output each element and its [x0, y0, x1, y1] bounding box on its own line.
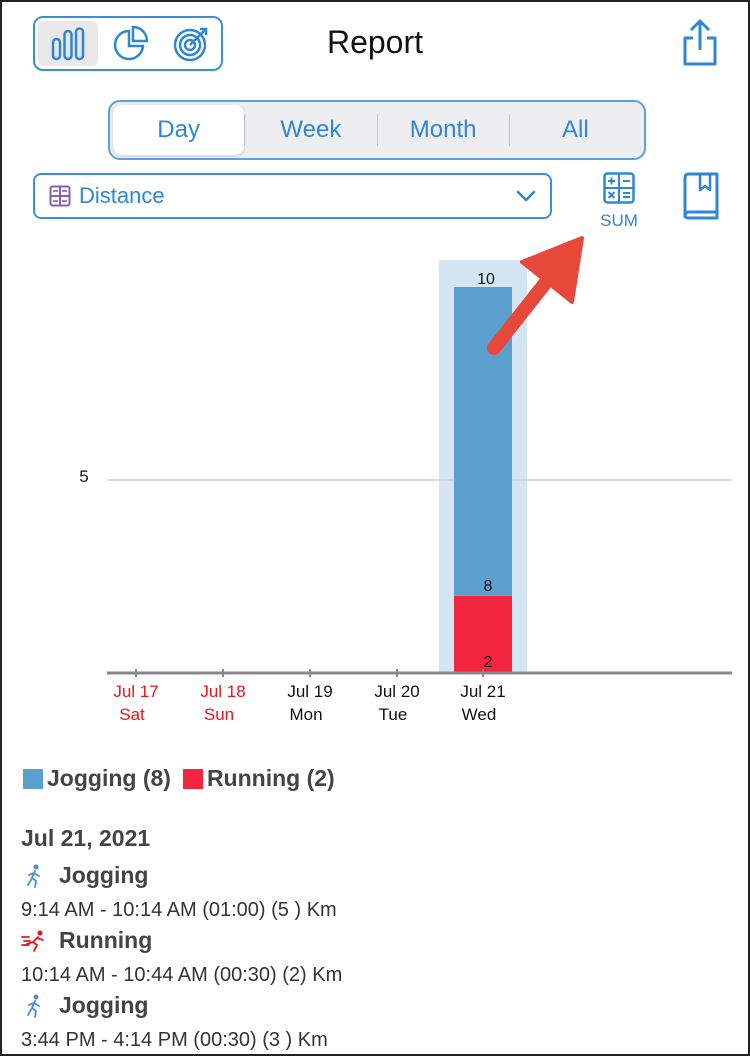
- segment-divider: [244, 114, 246, 146]
- bar-chart-icon: [51, 26, 85, 60]
- segment-divider: [508, 114, 510, 146]
- x-tick-label-weekday: Sun: [204, 705, 234, 724]
- book-icon: [683, 172, 719, 220]
- y-tick-label: 5: [79, 467, 88, 486]
- target-view-button[interactable]: [161, 18, 221, 69]
- segment-divider: [376, 114, 378, 146]
- list-item[interactable]: Running 10:14 AM - 10:44 AM (00:30) (2) …: [21, 927, 342, 987]
- x-tick-label-date: Jul 17: [113, 682, 158, 701]
- page-title: Report: [326, 24, 424, 60]
- data-label-total: 10: [477, 271, 495, 288]
- sum-label: SUM: [600, 211, 638, 230]
- data-label-jogging: 8: [484, 578, 493, 595]
- x-tick-label-date: Jul 19: [287, 682, 332, 701]
- metric-value: Distance: [79, 183, 165, 208]
- tab-all[interactable]: All: [562, 116, 589, 143]
- bar-running-4: [454, 595, 512, 673]
- x-tick-label-date: Jul 20: [374, 682, 419, 701]
- legend-swatch-running: [182, 768, 203, 789]
- legend-swatch-jogging: [23, 768, 43, 789]
- bar-chart-view-button[interactable]: [38, 21, 98, 66]
- data-label-running: 2: [484, 654, 493, 671]
- entry-time: 3:44 PM - 4:14 PM (00:30) (3 ) Km: [21, 1029, 328, 1051]
- sum-button[interactable]: SUM: [592, 172, 646, 230]
- period-segmented-control: Day Week Month All: [108, 100, 646, 160]
- pie-chart-view-button[interactable]: [101, 18, 161, 69]
- x-tick-label-weekday: Tue: [379, 705, 408, 724]
- metric-dropdown[interactable]: Distance: [33, 173, 552, 219]
- entry-time: 10:14 AM - 10:44 AM (00:30) (2) Km: [21, 964, 343, 986]
- running-icon: [21, 930, 44, 952]
- details-date: Jul 21, 2021: [21, 825, 151, 851]
- entry-name: Running: [59, 927, 153, 953]
- share-icon: [683, 19, 717, 66]
- chevron-down-icon: [516, 190, 536, 202]
- share-button[interactable]: [680, 18, 720, 68]
- x-tick-label-date: Jul 21: [460, 682, 505, 701]
- bookmark-button[interactable]: [681, 172, 721, 220]
- table-icon: [49, 185, 71, 207]
- annotation-arrow: [487, 236, 584, 355]
- pie-chart-icon: [113, 25, 149, 60]
- tab-day[interactable]: Day: [113, 105, 245, 155]
- list-item[interactable]: Jogging 3:44 PM - 4:14 PM (00:30) (3 ) K…: [21, 992, 328, 1052]
- target-icon: [173, 27, 208, 61]
- tab-month[interactable]: Month: [409, 116, 477, 143]
- tab-week[interactable]: Week: [280, 116, 342, 143]
- entry-name: Jogging: [59, 862, 149, 888]
- x-tick-label-date: Jul 18: [200, 682, 245, 701]
- calculator-icon: [603, 172, 635, 204]
- x-tick-label-weekday: Sat: [119, 705, 145, 724]
- entry-name: Jogging: [59, 992, 149, 1018]
- list-item[interactable]: Jogging 9:14 AM - 10:14 AM (01:00) (5 ) …: [21, 862, 337, 922]
- distance-bar-chart: 5 2 8 10 Jul 17 Sat Jul 18 Sun Jul 19 Mon Jul 20 Tu…: [79, 260, 732, 724]
- x-tick-label-weekday: Mon: [289, 705, 322, 724]
- entry-time: 9:14 AM - 10:14 AM (01:00) (5 ) Km: [21, 899, 337, 921]
- view-mode-switch: [33, 16, 223, 71]
- jogging-icon: [27, 994, 40, 1018]
- chart-legend: Jogging (8) Running (2): [23, 765, 335, 792]
- x-tick-label-weekday: Wed: [462, 705, 497, 724]
- legend-label-running: Running (2): [206, 765, 335, 791]
- legend-label-jogging: Jogging (8): [47, 765, 171, 791]
- jogging-icon: [27, 864, 40, 888]
